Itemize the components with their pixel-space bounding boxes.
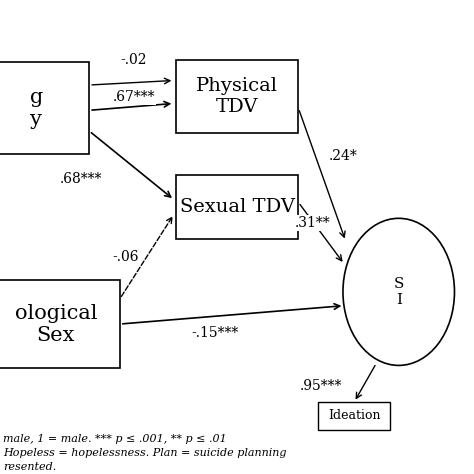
Text: Hopeless = hopelessness. Plan = suicide planning: Hopeless = hopelessness. Plan = suicide … [3, 448, 286, 458]
Text: .68***: .68*** [60, 172, 102, 186]
Text: .31**: .31** [294, 216, 330, 230]
Text: Physical
TDV: Physical TDV [196, 77, 278, 116]
Text: -.06: -.06 [112, 250, 139, 264]
Text: Ideation: Ideation [328, 410, 380, 422]
FancyBboxPatch shape [318, 402, 391, 430]
Text: .67***: .67*** [113, 90, 155, 103]
Text: male, 1 = male. *** p ≤ .001, ** p ≤ .01: male, 1 = male. *** p ≤ .001, ** p ≤ .01 [3, 434, 227, 444]
Text: Sexual TDV: Sexual TDV [180, 198, 294, 216]
Text: -.02: -.02 [120, 53, 147, 67]
FancyBboxPatch shape [0, 62, 89, 154]
FancyBboxPatch shape [0, 281, 120, 368]
Text: -.15***: -.15*** [191, 326, 238, 340]
Text: ological
Sex: ological Sex [15, 303, 97, 345]
Text: S
I: S I [393, 277, 404, 307]
FancyBboxPatch shape [176, 174, 298, 239]
Text: .95***: .95*** [300, 379, 342, 393]
FancyBboxPatch shape [176, 60, 298, 133]
Text: resented.: resented. [3, 462, 56, 472]
Text: .24*: .24* [328, 149, 357, 163]
Ellipse shape [343, 219, 455, 365]
Text: g
y: g y [29, 88, 43, 128]
